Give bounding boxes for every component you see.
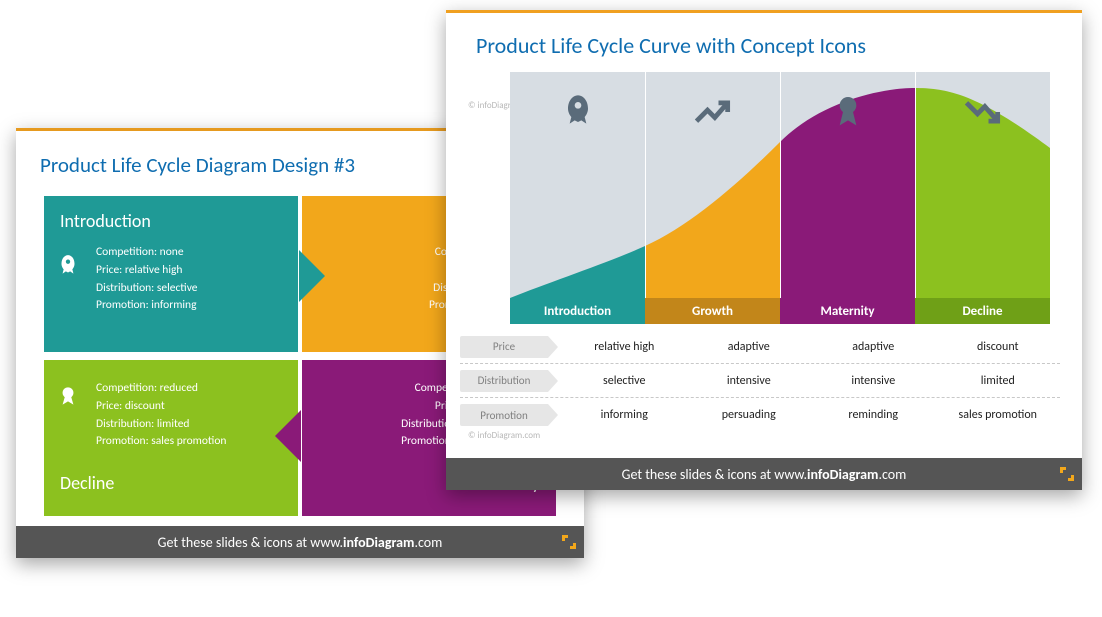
phase-label-growth: Growth: [645, 298, 780, 324]
corner-mark-icon: [1060, 467, 1074, 481]
footer-text: Get these slides & icons at www.infoDiag…: [158, 534, 443, 551]
lifecycle-chart: [510, 72, 1050, 298]
phase-labels-row: Introduction Growth Maternity Decline: [510, 298, 1050, 324]
arrow-notch: [275, 410, 301, 462]
phase-label-introduction: Introduction: [510, 298, 645, 324]
trend-down-icon: [961, 90, 1005, 134]
slide2-title: Product Life Cycle Diagram Design #3: [40, 152, 355, 178]
quad-intro-title: Introduction: [60, 210, 284, 232]
phase-icon-growth: [645, 82, 780, 142]
phase-icon-decline: [915, 82, 1050, 142]
rocket-icon: [558, 92, 598, 132]
award-icon: [54, 382, 82, 410]
quad-decline-title: Decline: [60, 472, 114, 494]
rocket-icon: [54, 252, 82, 280]
row-label-price: Price: [460, 336, 548, 358]
footer: Get these slides & icons at www.infoDiag…: [446, 458, 1082, 490]
quad-introduction: Introduction Competition: none Price: re…: [44, 196, 300, 356]
footer: Get these slides & icons at www.infoDiag…: [16, 526, 584, 558]
quad-decline-lines: Competition: reduced Price: discount Dis…: [96, 380, 284, 451]
phase-label-decline: Decline: [915, 298, 1050, 324]
quad-decline: Competition: reduced Price: discount Dis…: [44, 356, 300, 516]
phase-icon-maternity: [780, 82, 915, 142]
row-label-distribution: Distribution: [460, 370, 548, 392]
row-label-promotion: Promotion: [460, 404, 548, 426]
table-row: Distribution selective intensive intensi…: [460, 364, 1060, 398]
footer-text: Get these slides & icons at www.infoDiag…: [622, 466, 907, 483]
corner-mark-icon: [562, 535, 576, 549]
quad-intro-lines: Competition: none Price: relative high D…: [96, 244, 284, 315]
award-icon: [828, 92, 868, 132]
phase-icon-introduction: [510, 82, 645, 142]
table-row: Promotion informing persuading reminding…: [460, 398, 1060, 432]
slide1-title: Product Life Cycle Curve with Concept Ic…: [476, 32, 866, 59]
slide-curve: Product Life Cycle Curve with Concept Ic…: [446, 10, 1082, 490]
table-row: Price relative high adaptive adaptive di…: [460, 330, 1060, 364]
phase-label-maternity: Maternity: [780, 298, 915, 324]
arrow-notch: [299, 250, 325, 302]
trend-up-icon: [691, 90, 735, 134]
attributes-table: Price relative high adaptive adaptive di…: [460, 330, 1060, 432]
